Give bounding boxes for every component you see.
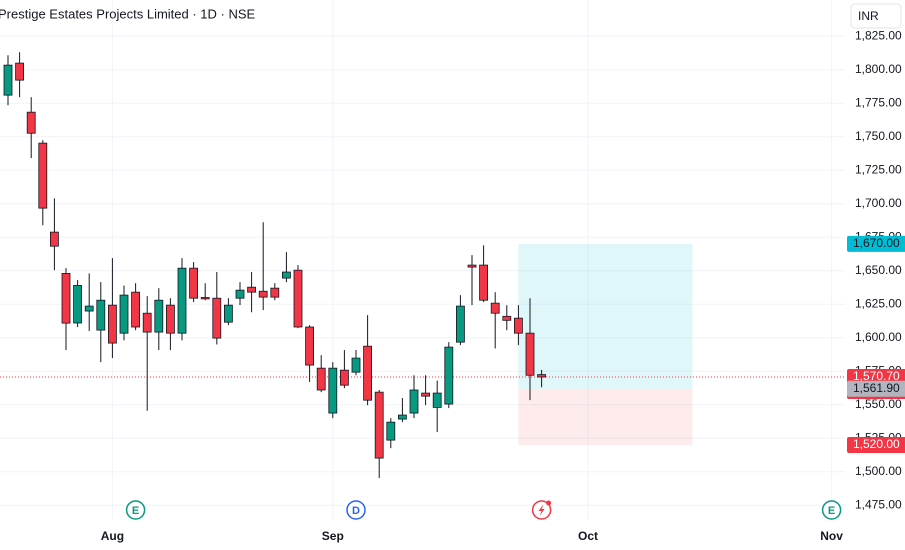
candle-body xyxy=(235,289,245,299)
candle-body xyxy=(26,111,36,134)
candle-body xyxy=(270,287,280,298)
price-badge xyxy=(847,436,905,453)
axis-layer: 1,475.001,500.001,525.001,550.001,575.00… xyxy=(101,28,905,543)
candle-body xyxy=(397,414,407,420)
candle-body xyxy=(537,374,546,378)
candle-body xyxy=(409,389,419,414)
candle-body xyxy=(258,290,268,298)
candle-body xyxy=(467,264,477,268)
candle-body xyxy=(165,304,175,334)
event-icon xyxy=(821,500,842,520)
event-bolt xyxy=(538,504,545,516)
event-label: E xyxy=(132,505,139,517)
candle-body xyxy=(119,294,129,334)
candle-body xyxy=(61,273,71,324)
price-badge xyxy=(847,380,905,397)
y-tick-label: 1,500.00 xyxy=(855,464,902,478)
candle-body xyxy=(514,317,523,334)
event-icon xyxy=(125,500,146,520)
candle-body xyxy=(339,369,349,386)
price-axis xyxy=(845,0,905,550)
price-badge-label: 1,520.00 xyxy=(853,437,900,451)
candle-body xyxy=(223,304,233,323)
price-badge xyxy=(847,235,905,252)
candle-body xyxy=(15,62,25,81)
y-tick-label: 1,625.00 xyxy=(855,296,902,310)
candle-body xyxy=(247,286,257,293)
candle-body xyxy=(38,142,48,209)
candle-body xyxy=(142,312,152,333)
candle-body xyxy=(455,305,465,343)
price-badge-label: 1,561.90 xyxy=(853,381,900,395)
candle-body xyxy=(84,305,94,312)
candle-body xyxy=(3,64,13,96)
y-tick-label: 1,800.00 xyxy=(855,62,902,76)
price-badge-label: 1,570.70 xyxy=(853,369,900,383)
x-tick-label: Aug xyxy=(101,529,124,543)
profit-zone xyxy=(518,243,693,389)
y-tick-label: 1,700.00 xyxy=(855,196,902,210)
candle-body xyxy=(502,315,512,321)
candle-body xyxy=(374,391,384,459)
event-dot xyxy=(546,500,552,506)
candle-body xyxy=(432,392,442,408)
candle-body xyxy=(154,299,164,333)
loss-zone xyxy=(518,388,693,445)
candle-body xyxy=(444,346,454,405)
currency-box[interactable] xyxy=(850,3,902,29)
event-label: D xyxy=(352,505,360,517)
price-badge-label: 1,670.00 xyxy=(853,236,900,250)
chart-title: Prestige Estates Projects Limited · 1D ·… xyxy=(0,6,256,21)
candle-body xyxy=(328,367,338,414)
candle-body xyxy=(421,392,431,397)
y-tick-label: 1,550.00 xyxy=(855,397,902,411)
y-tick-label: 1,650.00 xyxy=(855,263,902,277)
candle-body xyxy=(281,271,291,279)
candle-body xyxy=(212,297,222,339)
y-tick-label: 1,600.00 xyxy=(855,330,902,344)
candle-body xyxy=(363,345,373,401)
candle-body xyxy=(490,302,500,314)
candle-body xyxy=(177,267,187,334)
candle-body xyxy=(108,304,117,344)
event-label: E xyxy=(828,505,835,517)
candle-body xyxy=(96,299,106,331)
candle-body xyxy=(386,421,396,441)
candle-body xyxy=(189,267,199,299)
y-tick-label: 1,725.00 xyxy=(855,162,902,176)
candle-body xyxy=(293,269,303,328)
x-tick-label: Nov xyxy=(820,529,843,543)
y-tick-label: 1,825.00 xyxy=(855,28,902,42)
candle-body xyxy=(351,357,361,373)
x-tick-label: Oct xyxy=(578,529,598,543)
y-tick-label: 1,750.00 xyxy=(855,129,902,143)
candle-body xyxy=(316,367,326,391)
candle-body xyxy=(73,285,82,324)
candle-body xyxy=(305,326,315,366)
candle-body xyxy=(525,332,535,376)
candle-body xyxy=(479,264,489,301)
event-icon xyxy=(346,500,366,520)
y-tick-label: 1,775.00 xyxy=(855,95,902,109)
y-tick-label: 1,475.00 xyxy=(855,497,902,511)
candle-body xyxy=(131,291,141,328)
candle-body xyxy=(50,231,59,247)
currency: INR xyxy=(858,9,879,23)
x-tick-label: Sep xyxy=(322,529,344,543)
candle-body xyxy=(200,297,210,300)
